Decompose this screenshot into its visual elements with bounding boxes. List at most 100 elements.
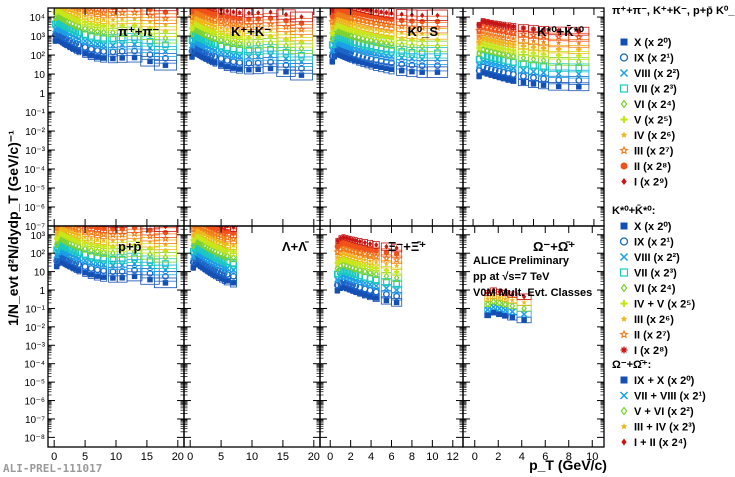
legend-group-2: K*⁰+K̄*⁰: X (x 2⁰) IX (x 2¹) VIII (x 2²) VII… (612, 205, 695, 357)
data-point (54, 219, 60, 225)
error-box (205, 226, 210, 228)
data-point (485, 295, 491, 301)
x-tick-label: 0 (51, 451, 57, 463)
data-point (89, 2, 95, 8)
error-box (108, 226, 118, 228)
data-point (73, 47, 79, 53)
error-box (140, 23, 160, 34)
data-point (118, 230, 127, 239)
error-box (190, 8, 194, 9)
error-box (356, 8, 362, 12)
legend-entry-label: II (x 2⁷) (634, 330, 671, 342)
data-point (282, 61, 290, 69)
data-point (131, 266, 138, 274)
error-box (140, 226, 160, 236)
data-point (230, 33, 237, 40)
x-tick-label: 10 (426, 451, 438, 463)
data-point (147, 250, 153, 259)
data-point (329, 35, 336, 43)
data-point (59, 220, 64, 225)
data-point (480, 69, 486, 76)
data-point (161, 14, 170, 23)
data-point (419, 69, 425, 75)
data-point (383, 261, 390, 267)
data-point (362, 267, 368, 276)
data-point (224, 37, 231, 46)
data-point (267, 39, 274, 47)
data-point (224, 26, 230, 32)
data-point (383, 65, 390, 72)
data-point (362, 262, 368, 269)
data-point (492, 20, 498, 27)
data-point (230, 39, 237, 47)
data-point (367, 293, 373, 300)
error-box (116, 226, 128, 228)
y-tick-label: 10⁻⁵ (24, 184, 45, 195)
data-point (540, 63, 547, 70)
error-box (206, 8, 211, 10)
data-point (207, 14, 216, 23)
data-point (540, 51, 547, 57)
y-tick-label: 10⁴ (30, 13, 45, 24)
data-point (419, 37, 425, 43)
data-point (408, 48, 416, 56)
data-point (94, 236, 101, 242)
data-point (189, 25, 195, 32)
error-box (289, 11, 313, 23)
data-point (357, 238, 362, 245)
data-point (94, 54, 101, 60)
data-point (246, 28, 252, 34)
data-point (94, 34, 101, 42)
data-point (230, 242, 237, 248)
data-point (364, 12, 370, 19)
data-point (191, 8, 193, 9)
data-point (346, 286, 353, 293)
event-class-label: V0M Mult. Evt. Classes (473, 287, 592, 299)
data-point (345, 245, 354, 254)
error-box (191, 226, 196, 227)
data-point (88, 14, 94, 20)
data-point (110, 8, 116, 11)
error-box (426, 9, 449, 22)
data-point (379, 9, 384, 15)
data-point (119, 55, 125, 61)
legend-entry-label: IV (x 2⁶) (634, 130, 675, 142)
data-point (87, 33, 95, 40)
panel-label: K⁺+K⁻ (231, 24, 271, 39)
data-point (224, 228, 231, 235)
data-point (162, 34, 169, 42)
error-box (93, 8, 101, 11)
error-box (61, 226, 66, 227)
error-box (568, 76, 590, 85)
error-box (276, 34, 296, 45)
error-box (333, 3, 336, 8)
error-box (73, 8, 78, 11)
data-point (147, 276, 153, 283)
data-point (409, 68, 415, 75)
data-point (510, 291, 515, 298)
data-point (131, 16, 138, 22)
error-box (426, 66, 449, 78)
data-point (496, 74, 503, 80)
error-box (212, 22, 218, 30)
data-point (162, 248, 169, 254)
y-axis-title: 1/N_evt d²N/dydp_T (GeV/c)⁻¹ (5, 130, 21, 326)
data-point (235, 20, 244, 29)
data-point (81, 31, 89, 39)
data-point (480, 29, 486, 35)
data-point (131, 226, 138, 231)
data-point (383, 28, 390, 34)
data-point (350, 236, 355, 243)
legend-marker (619, 145, 629, 155)
data-point (73, 220, 79, 226)
error-box (406, 59, 418, 71)
data-point (352, 265, 359, 273)
error-box (108, 8, 118, 12)
data-point (476, 39, 482, 45)
error-box (140, 42, 160, 54)
legend-marker (620, 300, 628, 307)
data-point (372, 282, 380, 290)
data-point (398, 48, 406, 55)
legend-entry-label: III (x 2⁶) (634, 314, 674, 326)
data-point (393, 299, 400, 306)
